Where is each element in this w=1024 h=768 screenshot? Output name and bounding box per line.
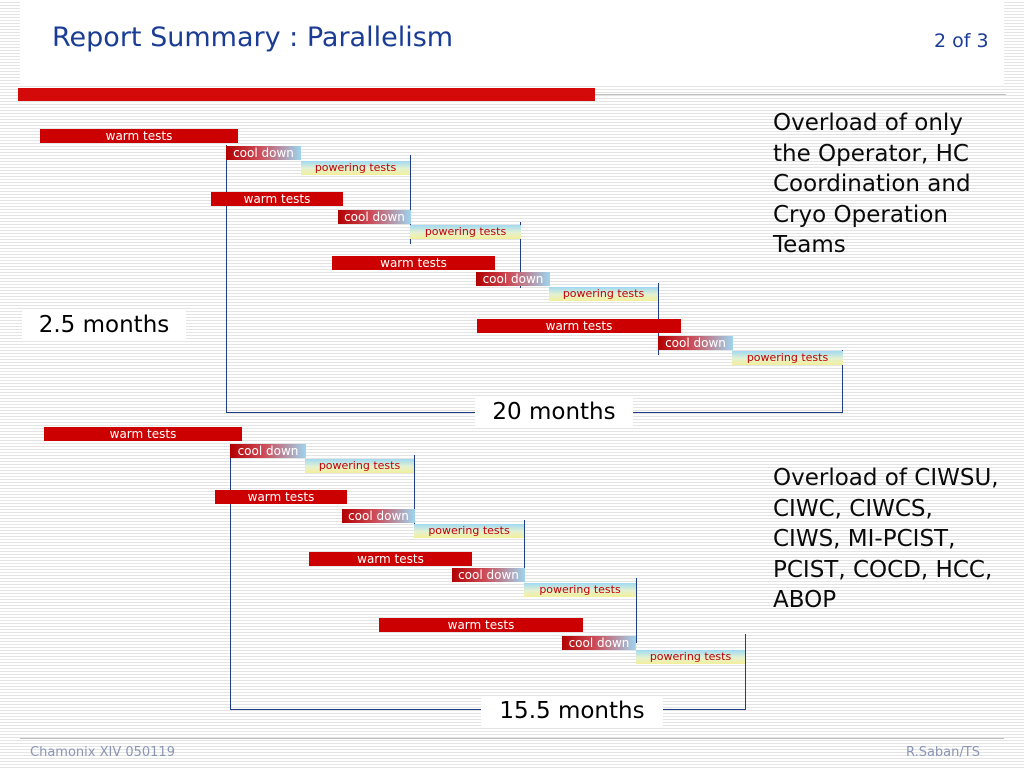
powering-tests-bar: powering tests <box>636 650 745 664</box>
cool-down-bar: cool down <box>658 336 733 350</box>
cool-down-bar: cool down <box>476 272 550 286</box>
sequence-separator <box>636 578 637 643</box>
cool-down-bar: cool down <box>342 509 415 523</box>
duration-label-short: 2.5 months <box>22 310 186 340</box>
warm-tests-bar: warm tests <box>309 552 472 566</box>
sequence-separator <box>520 222 521 288</box>
powering-tests-bar: powering tests <box>524 583 636 597</box>
sequence-separator <box>410 155 411 244</box>
powering-tests-bar: powering tests <box>301 161 410 175</box>
sequence-separator <box>524 520 525 580</box>
powering-tests-bar: powering tests <box>410 225 521 239</box>
powering-tests-bar: powering tests <box>732 351 843 365</box>
powering-tests-bar: powering tests <box>549 287 658 301</box>
overload-note-1: Overload of only the Operator, HC Coordi… <box>773 110 971 259</box>
warm-tests-bar: warm tests <box>44 427 242 441</box>
powering-tests-bar: powering tests <box>305 459 414 473</box>
frame-left-line <box>226 145 227 413</box>
duration-label-total: 20 months <box>475 397 633 427</box>
cool-down-bar: cool down <box>226 146 301 160</box>
title-red-rule <box>18 88 595 101</box>
frame-right-line <box>842 350 843 413</box>
cool-down-bar: cool down <box>452 568 525 582</box>
cool-down-bar: cool down <box>338 210 411 224</box>
warm-tests-bar: warm tests <box>332 256 495 270</box>
footer-right: R.Saban/TS <box>906 745 980 760</box>
slide-title: Report Summary : Parallelism <box>52 22 454 53</box>
powering-tests-bar: powering tests <box>414 524 524 538</box>
page-number: 2 of 3 <box>934 30 989 52</box>
cool-down-bar: cool down <box>230 444 306 458</box>
title-thin-rule <box>595 94 1006 95</box>
footer-left: Chamonix XIV 050119 <box>30 745 175 760</box>
warm-tests-bar: warm tests <box>40 129 238 143</box>
warm-tests-bar: warm tests <box>215 490 347 504</box>
duration-label-total: 15.5 months <box>481 696 663 726</box>
cool-down-bar: cool down <box>562 636 636 650</box>
warm-tests-bar: warm tests <box>379 618 583 632</box>
warm-tests-bar: warm tests <box>477 319 681 333</box>
frame-right-line <box>745 634 746 710</box>
sequence-separator <box>414 455 415 527</box>
overload-note-2: Overload of CIWSU, CIWC, CIWCS, CIWS, MI… <box>773 465 999 614</box>
frame-left-line <box>230 445 231 710</box>
title-area: Report Summary : Parallelism 2 of 3 <box>20 0 1004 86</box>
warm-tests-bar: warm tests <box>211 192 343 206</box>
footer-rule <box>20 738 1004 739</box>
